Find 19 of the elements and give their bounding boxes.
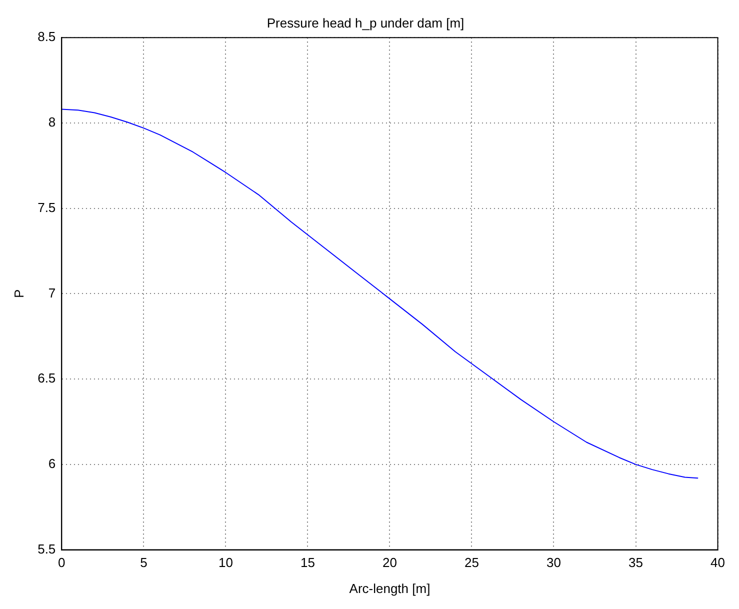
y-tick-label: 6.5 xyxy=(38,370,56,386)
chart-title: Pressure head h_p under dam [m] xyxy=(266,15,464,30)
y-tick-label: 8.5 xyxy=(38,29,56,44)
y-tick-label: 8 xyxy=(48,114,56,130)
y-tick-label: 6 xyxy=(48,456,56,472)
x-tick-label: 25 xyxy=(464,555,479,570)
y-tick-label: 5.5 xyxy=(38,541,56,556)
x-tick-label: 10 xyxy=(218,555,233,570)
x-tick-label: 30 xyxy=(546,555,561,570)
y-axis-title: P xyxy=(11,289,26,298)
x-tick-label: 0 xyxy=(58,555,66,570)
x-tick-label: 40 xyxy=(710,555,726,570)
x-tick-label: 20 xyxy=(382,555,397,570)
y-tick-label: 7 xyxy=(48,285,56,300)
x-tick-label: 15 xyxy=(300,555,315,570)
y-tick-label: 7.5 xyxy=(38,200,56,215)
x-tick-label: 35 xyxy=(628,555,643,570)
x-tick-label: 5 xyxy=(140,555,148,570)
x-axis-title: Arc-length [m] xyxy=(349,580,430,596)
